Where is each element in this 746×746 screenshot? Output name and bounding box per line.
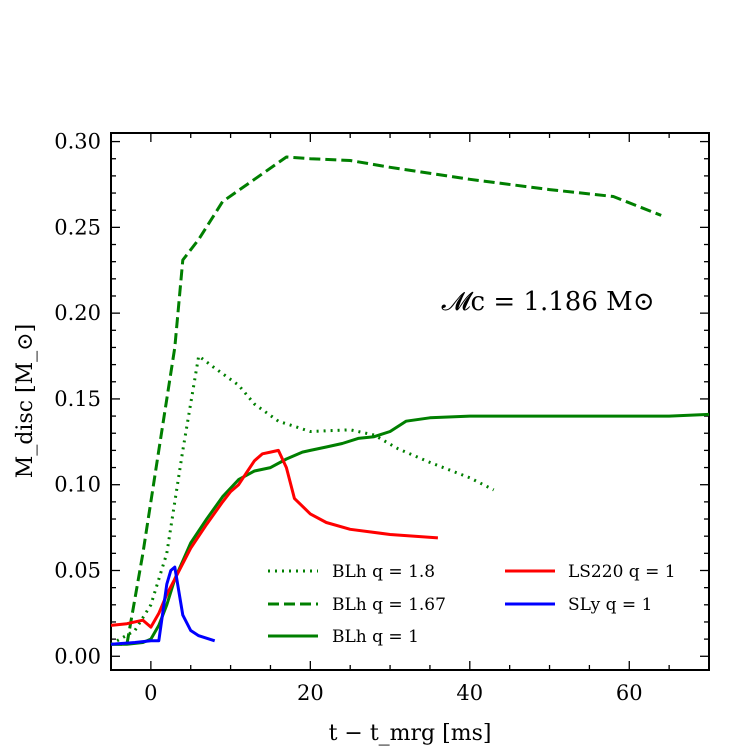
x-tick-label: 60 <box>616 681 643 705</box>
plot-frame <box>110 132 710 671</box>
legend-label-blh-q167: BLh q = 1.67 <box>332 595 446 615</box>
legend-label-sly-q1: SLy q = 1 <box>568 595 652 615</box>
legend-label-ls220-q1: LS220 q = 1 <box>568 562 676 582</box>
x-tick-label: 20 <box>297 681 324 705</box>
y-axis-title: M_disc [M_⊙] <box>13 324 38 478</box>
x-axis-title: t − t_mrg [ms] <box>329 721 492 746</box>
legend-label-blh-q1: BLh q = 1 <box>332 627 419 647</box>
y-tick-label: 0.20 <box>54 301 101 325</box>
annotation-chirp-mass: 𝓜c = 1.186 M⊙ <box>441 287 654 317</box>
y-tick-label: 0.10 <box>54 473 101 497</box>
series-line-ls220-q-1 <box>110 448 439 629</box>
series-line-sly-q-1 <box>110 565 216 646</box>
series-line-blh-q-1-8 <box>110 354 495 646</box>
y-tick-label: 0.00 <box>54 644 101 668</box>
y-tick-label: 0.15 <box>54 387 101 411</box>
x-tick-label: 0 <box>144 681 157 705</box>
ticks: 0 20 40 60 0.00 0.05 0.10 0.15 0.20 0.25 0.30 <box>54 130 710 705</box>
y-tick-label: 0.25 <box>54 215 101 239</box>
x-tick-label: 40 <box>456 681 483 705</box>
series-line-blh-q-1-67 <box>111 155 662 646</box>
y-tick-label: 0.30 <box>54 130 101 154</box>
legend: BLh q = 1.8 BLh q = 1.67 BLh q = 1 LS220… <box>268 562 676 647</box>
y-tick-label: 0.05 <box>54 558 101 582</box>
series-line-blh-q-1 <box>111 412 710 646</box>
series-lines <box>110 155 710 646</box>
legend-label-blh-q18: BLh q = 1.8 <box>332 562 435 582</box>
